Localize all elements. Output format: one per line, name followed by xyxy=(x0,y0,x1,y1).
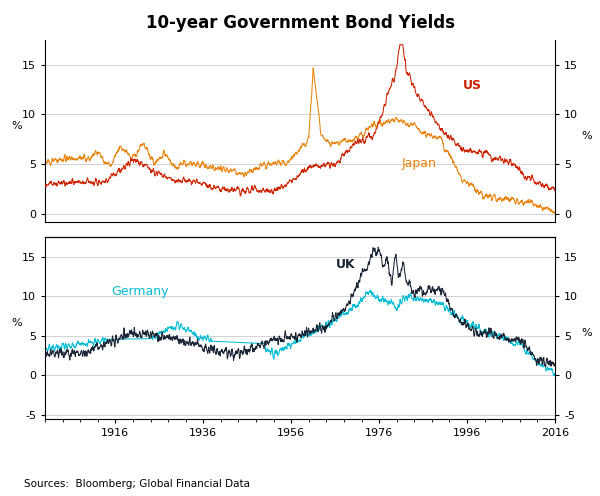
Y-axis label: %: % xyxy=(581,131,592,141)
Y-axis label: %: % xyxy=(11,121,22,131)
Y-axis label: %: % xyxy=(581,328,592,338)
Text: 10-year Government Bond Yields: 10-year Government Bond Yields xyxy=(146,14,455,32)
Y-axis label: %: % xyxy=(11,318,22,328)
Text: Germany: Germany xyxy=(112,285,169,298)
Text: Japan: Japan xyxy=(402,157,437,171)
Text: UK: UK xyxy=(336,258,355,271)
Text: US: US xyxy=(463,79,482,92)
Text: Sources:  Bloomberg; Global Financial Data: Sources: Bloomberg; Global Financial Dat… xyxy=(24,479,250,489)
